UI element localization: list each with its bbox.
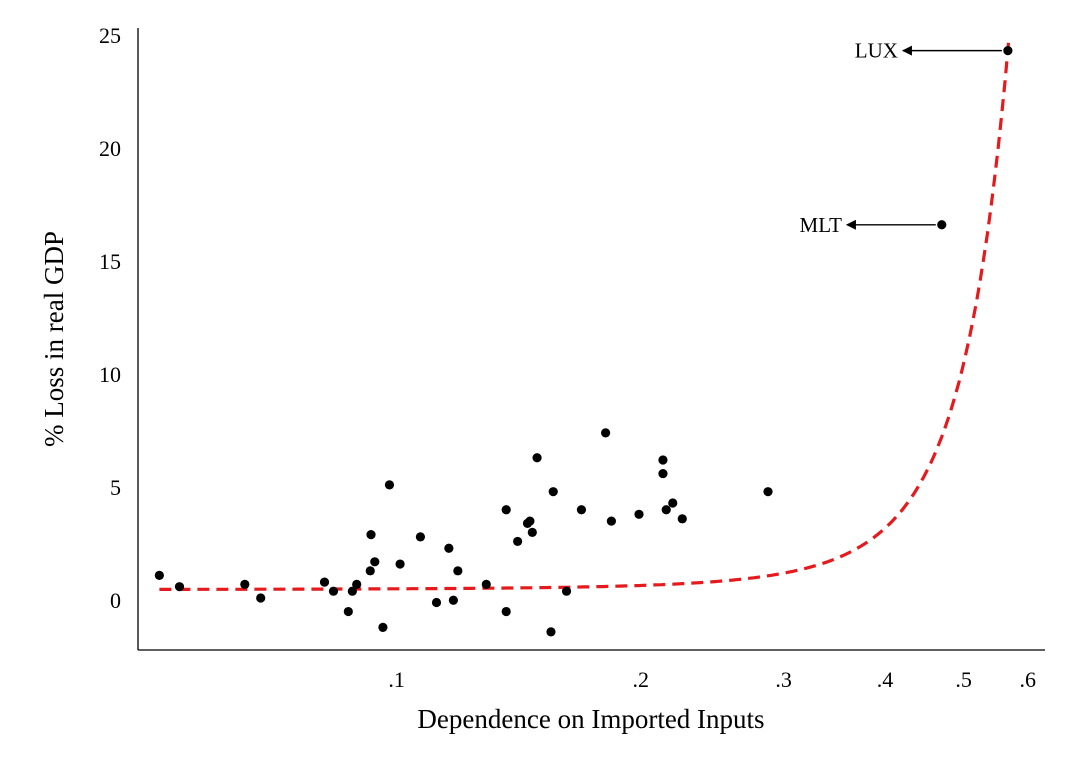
- data-point: [256, 593, 266, 603]
- data-point: [352, 579, 362, 590]
- data-point: [548, 487, 558, 497]
- data-points: [154, 46, 1013, 637]
- annotation-lux-label: LUX: [855, 39, 898, 63]
- x-tick-label: .5: [955, 667, 972, 692]
- data-point: [240, 579, 250, 590]
- x-tick-label: .6: [1020, 667, 1037, 692]
- data-point: [448, 595, 458, 605]
- data-point: [527, 527, 537, 537]
- fit-curve: [159, 42, 1011, 592]
- x-tick-label: .2: [633, 667, 650, 692]
- y-tick-label: 10: [99, 362, 121, 387]
- data-point: [501, 606, 511, 617]
- data-point: [378, 622, 388, 632]
- annotations: LUX MLT: [800, 39, 1002, 237]
- y-tick-label: 15: [99, 249, 121, 274]
- data-point: [661, 505, 671, 515]
- y-tick-label: 20: [99, 136, 121, 161]
- data-point: [668, 498, 678, 508]
- y-tick-label: 0: [110, 588, 121, 613]
- y-tick-labels: 0 5 10 15 20 25: [99, 23, 121, 613]
- data-point: [677, 514, 687, 524]
- data-point: [1003, 46, 1013, 56]
- annotation-mlt-label: MLT: [800, 213, 843, 237]
- data-point: [658, 468, 668, 479]
- data-point: [501, 505, 511, 515]
- data-point: [658, 455, 668, 465]
- data-point: [328, 586, 339, 596]
- data-point: [347, 586, 357, 596]
- data-point: [937, 220, 947, 230]
- data-point: [513, 536, 523, 547]
- data-point: [763, 487, 773, 497]
- data-point: [370, 557, 380, 567]
- data-point: [415, 532, 426, 542]
- data-point: [174, 582, 185, 592]
- data-point: [561, 586, 572, 596]
- data-point: [444, 543, 454, 553]
- axes: [137, 28, 1045, 651]
- fit-curve-group: [159, 42, 1011, 592]
- data-point: [366, 530, 376, 540]
- x-tick-label: .3: [775, 667, 792, 692]
- data-point: [431, 597, 442, 608]
- data-point: [365, 566, 375, 576]
- y-tick-label: 5: [110, 475, 121, 500]
- data-point: [319, 577, 330, 587]
- y-tick-label: 25: [99, 23, 121, 48]
- data-point: [606, 516, 616, 526]
- x-axis-title: Dependence on Imported Inputs: [417, 704, 764, 734]
- data-point: [343, 606, 353, 617]
- data-point: [532, 453, 542, 463]
- data-point: [481, 579, 491, 590]
- x-tick-label: .4: [877, 667, 894, 692]
- data-point: [384, 480, 395, 490]
- data-point: [525, 516, 535, 526]
- data-point: [634, 509, 644, 519]
- data-point: [576, 505, 587, 515]
- y-axis-title: % Loss in real GDP: [39, 231, 69, 447]
- data-point: [601, 428, 611, 438]
- x-tick-label: .1: [388, 667, 405, 692]
- x-tick-labels: .1 .2 .3 .4 .5 .6: [388, 667, 1036, 692]
- data-point: [154, 570, 164, 580]
- data-point: [546, 627, 556, 637]
- data-point: [395, 559, 405, 569]
- data-point: [453, 566, 463, 576]
